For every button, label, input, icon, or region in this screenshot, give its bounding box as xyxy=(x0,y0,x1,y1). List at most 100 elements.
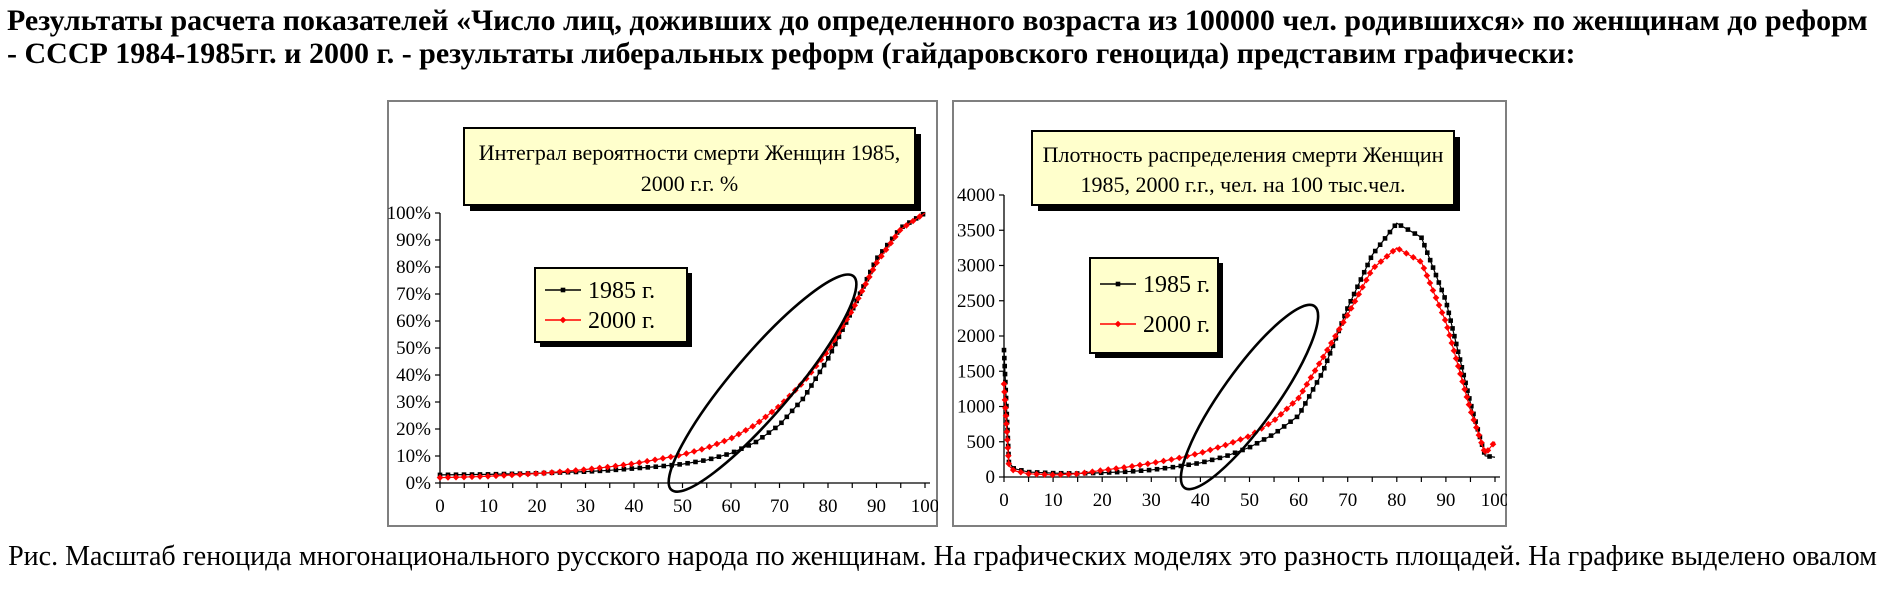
y-tick-label: 0 xyxy=(986,467,996,488)
x-tick-label: 50 xyxy=(1240,490,1259,511)
series-marker xyxy=(1314,380,1320,385)
series-marker xyxy=(1435,301,1443,309)
series-marker xyxy=(1396,246,1403,253)
series-marker xyxy=(882,246,890,253)
series-marker xyxy=(836,334,842,340)
title-box xyxy=(1031,130,1455,206)
series-marker xyxy=(612,462,619,470)
title-box xyxy=(463,127,916,206)
series-marker xyxy=(892,233,899,241)
series-marker xyxy=(1471,411,1476,417)
series-marker xyxy=(1120,464,1128,471)
y-tick-label: 50% xyxy=(396,338,431,359)
series-marker xyxy=(1450,347,1458,355)
series-marker xyxy=(1002,371,1008,377)
series-marker xyxy=(1144,460,1152,468)
series-marker xyxy=(1115,281,1121,287)
series-marker xyxy=(873,259,880,266)
series-marker xyxy=(1416,258,1424,265)
series-marker xyxy=(1359,283,1366,291)
series-marker xyxy=(701,458,706,463)
series-marker xyxy=(643,457,651,465)
y-tick-label: 3000 xyxy=(957,256,995,277)
series-marker xyxy=(661,463,667,469)
series-marker xyxy=(653,464,659,470)
y-tick-label: 80% xyxy=(396,257,431,278)
series-marker xyxy=(1459,378,1466,385)
series-marker xyxy=(1446,310,1452,316)
x-tick-label: 30 xyxy=(1142,490,1161,511)
series-marker xyxy=(1427,257,1433,263)
chart-title-line2: 1985, 2000 г.г., чел. на 100 тыс.чел. xyxy=(1081,172,1406,197)
x-tick-label: 100 xyxy=(1481,490,1507,511)
legend: 1985 г. 2000 г. xyxy=(534,267,692,347)
series-marker xyxy=(1372,248,1378,254)
series-marker xyxy=(1289,400,1297,407)
series-marker xyxy=(1033,470,1040,478)
series-marker xyxy=(1487,454,1492,459)
series-marker xyxy=(1025,470,1032,478)
series-marker xyxy=(755,418,763,426)
series-marker xyxy=(1307,374,1315,381)
series-marker xyxy=(1114,469,1120,475)
series-marker xyxy=(1430,265,1436,270)
series-marker xyxy=(1441,316,1449,324)
series-marker xyxy=(716,454,722,459)
series-marker xyxy=(1206,446,1214,454)
y-tick-label: 0% xyxy=(406,473,432,494)
series-marker xyxy=(1065,470,1072,478)
series-marker xyxy=(1358,277,1364,282)
x-tick-label: 50 xyxy=(673,496,692,517)
series-marker xyxy=(1003,420,1010,428)
series-marker xyxy=(812,362,820,370)
series-marker xyxy=(1168,456,1175,463)
x-tick-label: 60 xyxy=(1289,490,1308,511)
series-marker xyxy=(1424,250,1430,255)
series-marker xyxy=(1392,223,1398,229)
series-marker xyxy=(1303,401,1308,406)
series-marker xyxy=(1470,416,1478,424)
series-marker xyxy=(1457,370,1464,378)
integral-mortality-chart: Интеграл вероятности смерти Женщин 1985,… xyxy=(387,100,940,532)
series-marker xyxy=(1446,332,1453,339)
series-marker xyxy=(851,302,859,309)
series-marker xyxy=(1277,410,1285,418)
series-marker xyxy=(1097,467,1104,474)
series-marker xyxy=(847,309,855,316)
series-marker xyxy=(588,465,595,473)
series-marker xyxy=(621,466,627,472)
series-marker xyxy=(1444,324,1451,331)
series-marker xyxy=(749,423,757,430)
series-marker xyxy=(1004,436,1011,444)
series-marker xyxy=(1351,291,1357,297)
series-marker xyxy=(1453,341,1459,347)
series-2000 xyxy=(1000,246,1497,479)
series-marker xyxy=(1247,444,1253,450)
series-marker xyxy=(1345,306,1350,311)
series-marker xyxy=(784,414,790,420)
series-marker xyxy=(1382,236,1388,241)
series-marker xyxy=(779,420,784,426)
series-marker xyxy=(721,437,728,445)
series-marker xyxy=(1422,242,1427,248)
series-marker xyxy=(731,449,737,455)
series-marker xyxy=(1355,284,1360,290)
series-marker xyxy=(1442,295,1447,300)
chart-title-line2: 2000 г.г. % xyxy=(641,171,738,196)
chart-title-box: Плотность распределения смерти Женщин 198… xyxy=(1031,130,1460,211)
series-marker xyxy=(1138,468,1144,473)
series-marker xyxy=(1001,388,1008,396)
y-tick-label: 40% xyxy=(396,365,431,386)
series-marker xyxy=(651,456,659,464)
series-marker xyxy=(1271,416,1279,423)
series-marker xyxy=(1214,444,1222,451)
series-marker xyxy=(1344,312,1351,319)
series-marker xyxy=(1237,436,1244,443)
axes: 0% 10% 20% 30% 40% 50% 60% 70% 80% 90% 100% 0 10 20 30… xyxy=(387,203,940,517)
series-marker xyxy=(706,443,713,451)
series-marker xyxy=(659,455,667,462)
series-marker xyxy=(1310,387,1316,392)
series-marker xyxy=(1448,318,1453,323)
series-marker xyxy=(1154,466,1160,472)
series-marker xyxy=(809,383,814,388)
